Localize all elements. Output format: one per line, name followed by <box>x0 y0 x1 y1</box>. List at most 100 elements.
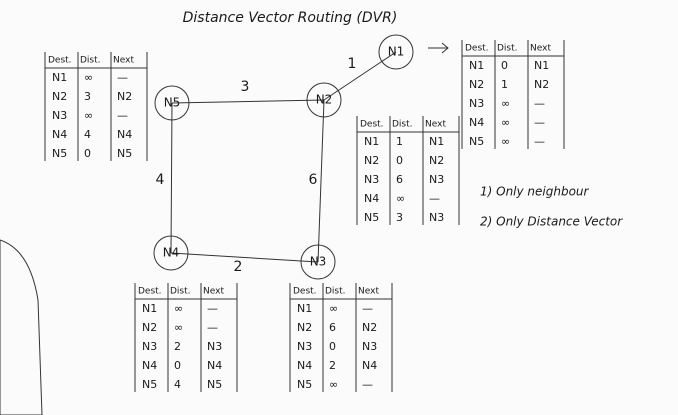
table-cell: N1 <box>297 302 312 315</box>
edge-weight: 6 <box>309 172 318 188</box>
table-cell: N4 <box>117 128 132 141</box>
table-cell: 0 <box>174 359 181 372</box>
table-header: Next <box>203 287 224 297</box>
table-cell: 0 <box>501 59 508 72</box>
edge <box>323 51 397 101</box>
node-label: N2 <box>316 93 333 107</box>
table-cell: N5 <box>52 147 67 160</box>
node-label: N4 <box>163 246 180 260</box>
node <box>378 34 414 70</box>
table-cell: 4 <box>174 378 181 391</box>
node <box>300 244 336 280</box>
arrow <box>428 42 449 54</box>
table-header: Dest. <box>465 44 489 54</box>
edge-weight: 2 <box>234 259 243 275</box>
table-header: Next <box>425 120 446 130</box>
table-cell: N5 <box>117 147 132 160</box>
table-cell: N5 <box>297 378 312 391</box>
table-cell: N3 <box>429 211 444 224</box>
node-label: N1 <box>388 45 405 59</box>
table-cell: 1 <box>396 135 403 148</box>
note: 1) Only neighbour <box>480 185 590 199</box>
table-cell: N2 <box>362 321 377 334</box>
table-cell: — <box>117 109 128 122</box>
table-header: Next <box>358 287 379 297</box>
table-cell: ∞ <box>501 135 510 148</box>
table-cell: N1 <box>534 59 549 72</box>
table-cell: 0 <box>329 340 336 353</box>
table-cell: N5 <box>142 378 157 391</box>
table-cell: N1 <box>142 302 157 315</box>
table-cell: 2 <box>329 359 336 372</box>
table-header: Dest. <box>48 56 72 66</box>
note: 2) Only Distance Vector <box>480 215 623 229</box>
table-cell: — <box>362 302 373 315</box>
edge-weight: 1 <box>348 56 357 72</box>
table-cell: — <box>362 378 373 391</box>
table-cell: ∞ <box>396 192 405 205</box>
edge-weight: 4 <box>156 172 165 188</box>
table-cell: N1 <box>429 135 444 148</box>
table-cell: 2 <box>174 340 181 353</box>
edge <box>171 99 325 104</box>
table-header: Dest. <box>293 287 317 297</box>
table-cell: N2 <box>52 90 67 103</box>
table-cell: N2 <box>297 321 312 334</box>
table-cell: N3 <box>52 109 67 122</box>
table-cell: — <box>534 97 545 110</box>
table-header: Dist. <box>497 44 518 54</box>
table-cell: N5 <box>207 378 222 391</box>
table-header: Next <box>530 44 551 54</box>
table-cell: N3 <box>362 340 377 353</box>
table-header: Dist. <box>325 287 346 297</box>
table-cell: ∞ <box>329 378 338 391</box>
table-cell: N5 <box>364 211 379 224</box>
node-label: N3 <box>310 255 327 269</box>
table-header: Dist. <box>80 56 101 66</box>
edge <box>170 252 319 263</box>
table-cell: — <box>429 192 440 205</box>
edge-weight: 3 <box>241 79 250 95</box>
table-cell: N3 <box>469 97 484 110</box>
presenter-silhouette <box>0 239 43 415</box>
table-cell: N1 <box>52 71 67 84</box>
table-cell: ∞ <box>501 116 510 129</box>
edge <box>170 102 173 254</box>
table-cell: ∞ <box>329 302 338 315</box>
table-cell: N3 <box>429 173 444 186</box>
table-cell: N4 <box>362 359 377 372</box>
table-cell: N3 <box>364 173 379 186</box>
table-cell: 6 <box>396 173 403 186</box>
table-cell: ∞ <box>501 97 510 110</box>
table-cell: ∞ <box>174 302 183 315</box>
table-cell: N2 <box>142 321 157 334</box>
title: Distance Vector Routing (DVR) <box>183 10 398 26</box>
table-cell: 6 <box>329 321 336 334</box>
table-header: Dist. <box>392 120 413 130</box>
table-cell: N5 <box>469 135 484 148</box>
table-cell: — <box>534 135 545 148</box>
table-cell: N3 <box>297 340 312 353</box>
table-cell: N4 <box>297 359 312 372</box>
table-cell: N2 <box>117 90 132 103</box>
table-cell: N2 <box>469 78 484 91</box>
table-cell: ∞ <box>174 321 183 334</box>
table-cell: — <box>207 302 218 315</box>
table-cell: 3 <box>396 211 403 224</box>
table-cell: N1 <box>469 59 484 72</box>
table-cell: N4 <box>52 128 67 141</box>
table-cell: — <box>207 321 218 334</box>
table-cell: N3 <box>142 340 157 353</box>
table-cell: N2 <box>534 78 549 91</box>
table-cell: 4 <box>84 128 91 141</box>
table-cell: 0 <box>396 154 403 167</box>
table-cell: 0 <box>84 147 91 160</box>
table-cell: 3 <box>84 90 91 103</box>
table-cell: — <box>534 116 545 129</box>
node <box>154 85 190 121</box>
table-cell: N4 <box>364 192 379 205</box>
table-header: Dest. <box>138 287 162 297</box>
edge <box>317 99 325 263</box>
